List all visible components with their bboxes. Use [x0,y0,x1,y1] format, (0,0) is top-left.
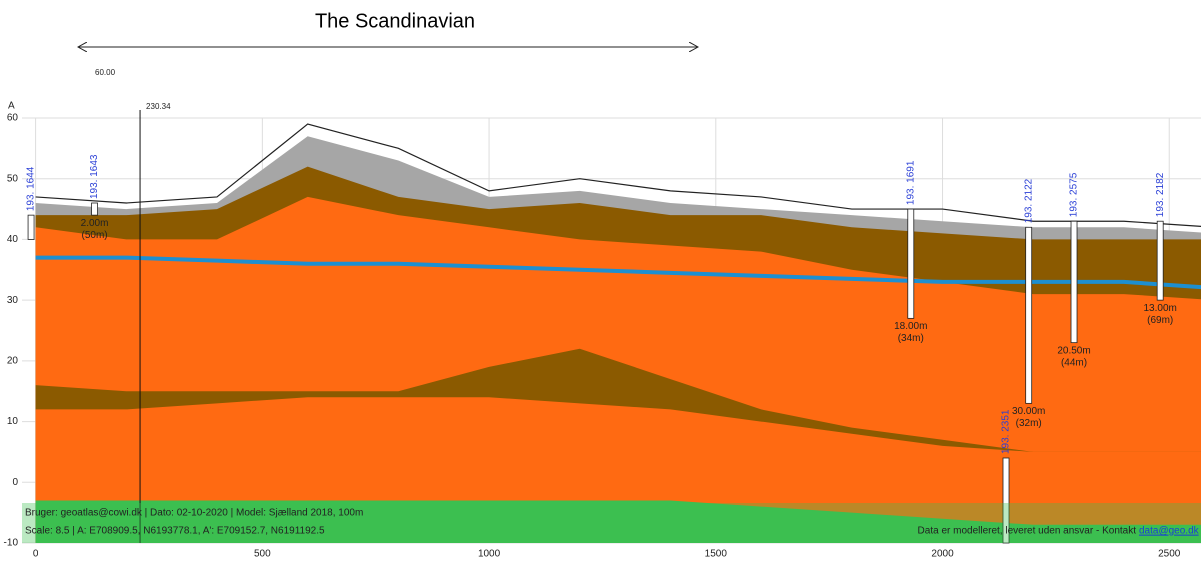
y-tick-label: 40 [7,234,19,245]
x-tick-label: 1000 [478,549,501,560]
footer-text: Bruger: geoatlas@cowi.dk | Dato: 02-10-2… [25,508,363,519]
y-tick-label: 60 [7,113,19,124]
borehole [1026,227,1032,403]
x-tick-label: 2000 [931,549,954,560]
borehole-depth-total: (32m) [1016,418,1042,429]
footer-text: Scale: 8.5 | A: E708909.5, N6193778.1, A… [25,526,325,537]
x-tick-label: 0 [33,549,39,560]
x-tick-label: 500 [254,549,271,560]
borehole-label: 193. 1643 [89,154,100,199]
x-tick-label: 2500 [1158,549,1181,560]
y-tick-label: 50 [7,173,19,184]
footer-link[interactable]: data@geo.dk [1139,526,1200,537]
chart-title: The Scandinavian [315,10,475,32]
borehole-label: 193. 2122 [1023,178,1034,223]
borehole-depth-total: (50m) [81,230,107,241]
y-tick-label: 0 [12,477,18,488]
borehole-label: 193. 2182 [1155,172,1166,217]
borehole-depth: 2.00m [81,218,109,229]
borehole [1071,221,1077,342]
borehole-depth-total: (44m) [1061,357,1087,368]
borehole-depth-total: (34m) [898,333,924,344]
y-tick-label: 20 [7,355,19,366]
marker-label: 230.34 [146,102,171,111]
borehole-depth: 18.00m [894,321,927,332]
x-tick-label: 1500 [705,549,728,560]
footer-right: Data er modelleret, leveret uden ansvar … [918,526,1137,537]
top-note: 60.00 [95,68,116,77]
borehole [1157,221,1163,300]
borehole-depth: 20.50m [1057,345,1090,356]
corner-label: A [8,101,15,112]
y-tick-label: 10 [7,416,19,427]
y-tick-label: -10 [4,538,19,549]
borehole-label: 193. 2351 [1001,409,1012,454]
borehole-label: 193. 1691 [905,160,916,205]
borehole-label: 193. 2575 [1069,172,1080,217]
borehole-depth: 13.00m [1144,303,1177,314]
borehole-depth-total: (69m) [1147,315,1173,326]
chart: The Scandinavian 60.00 A -10 0 10 20 30 40 50 6… [0,0,1201,563]
borehole-label: 193. 1644 [26,166,37,211]
borehole-depth: 30.00m [1012,406,1045,417]
borehole [28,215,34,239]
borehole [92,203,98,215]
y-tick-label: 30 [7,295,19,306]
borehole [908,209,914,318]
